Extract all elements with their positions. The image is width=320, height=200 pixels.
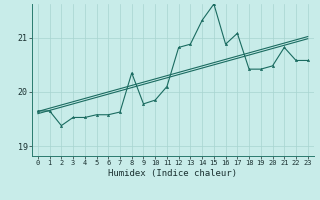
X-axis label: Humidex (Indice chaleur): Humidex (Indice chaleur): [108, 169, 237, 178]
